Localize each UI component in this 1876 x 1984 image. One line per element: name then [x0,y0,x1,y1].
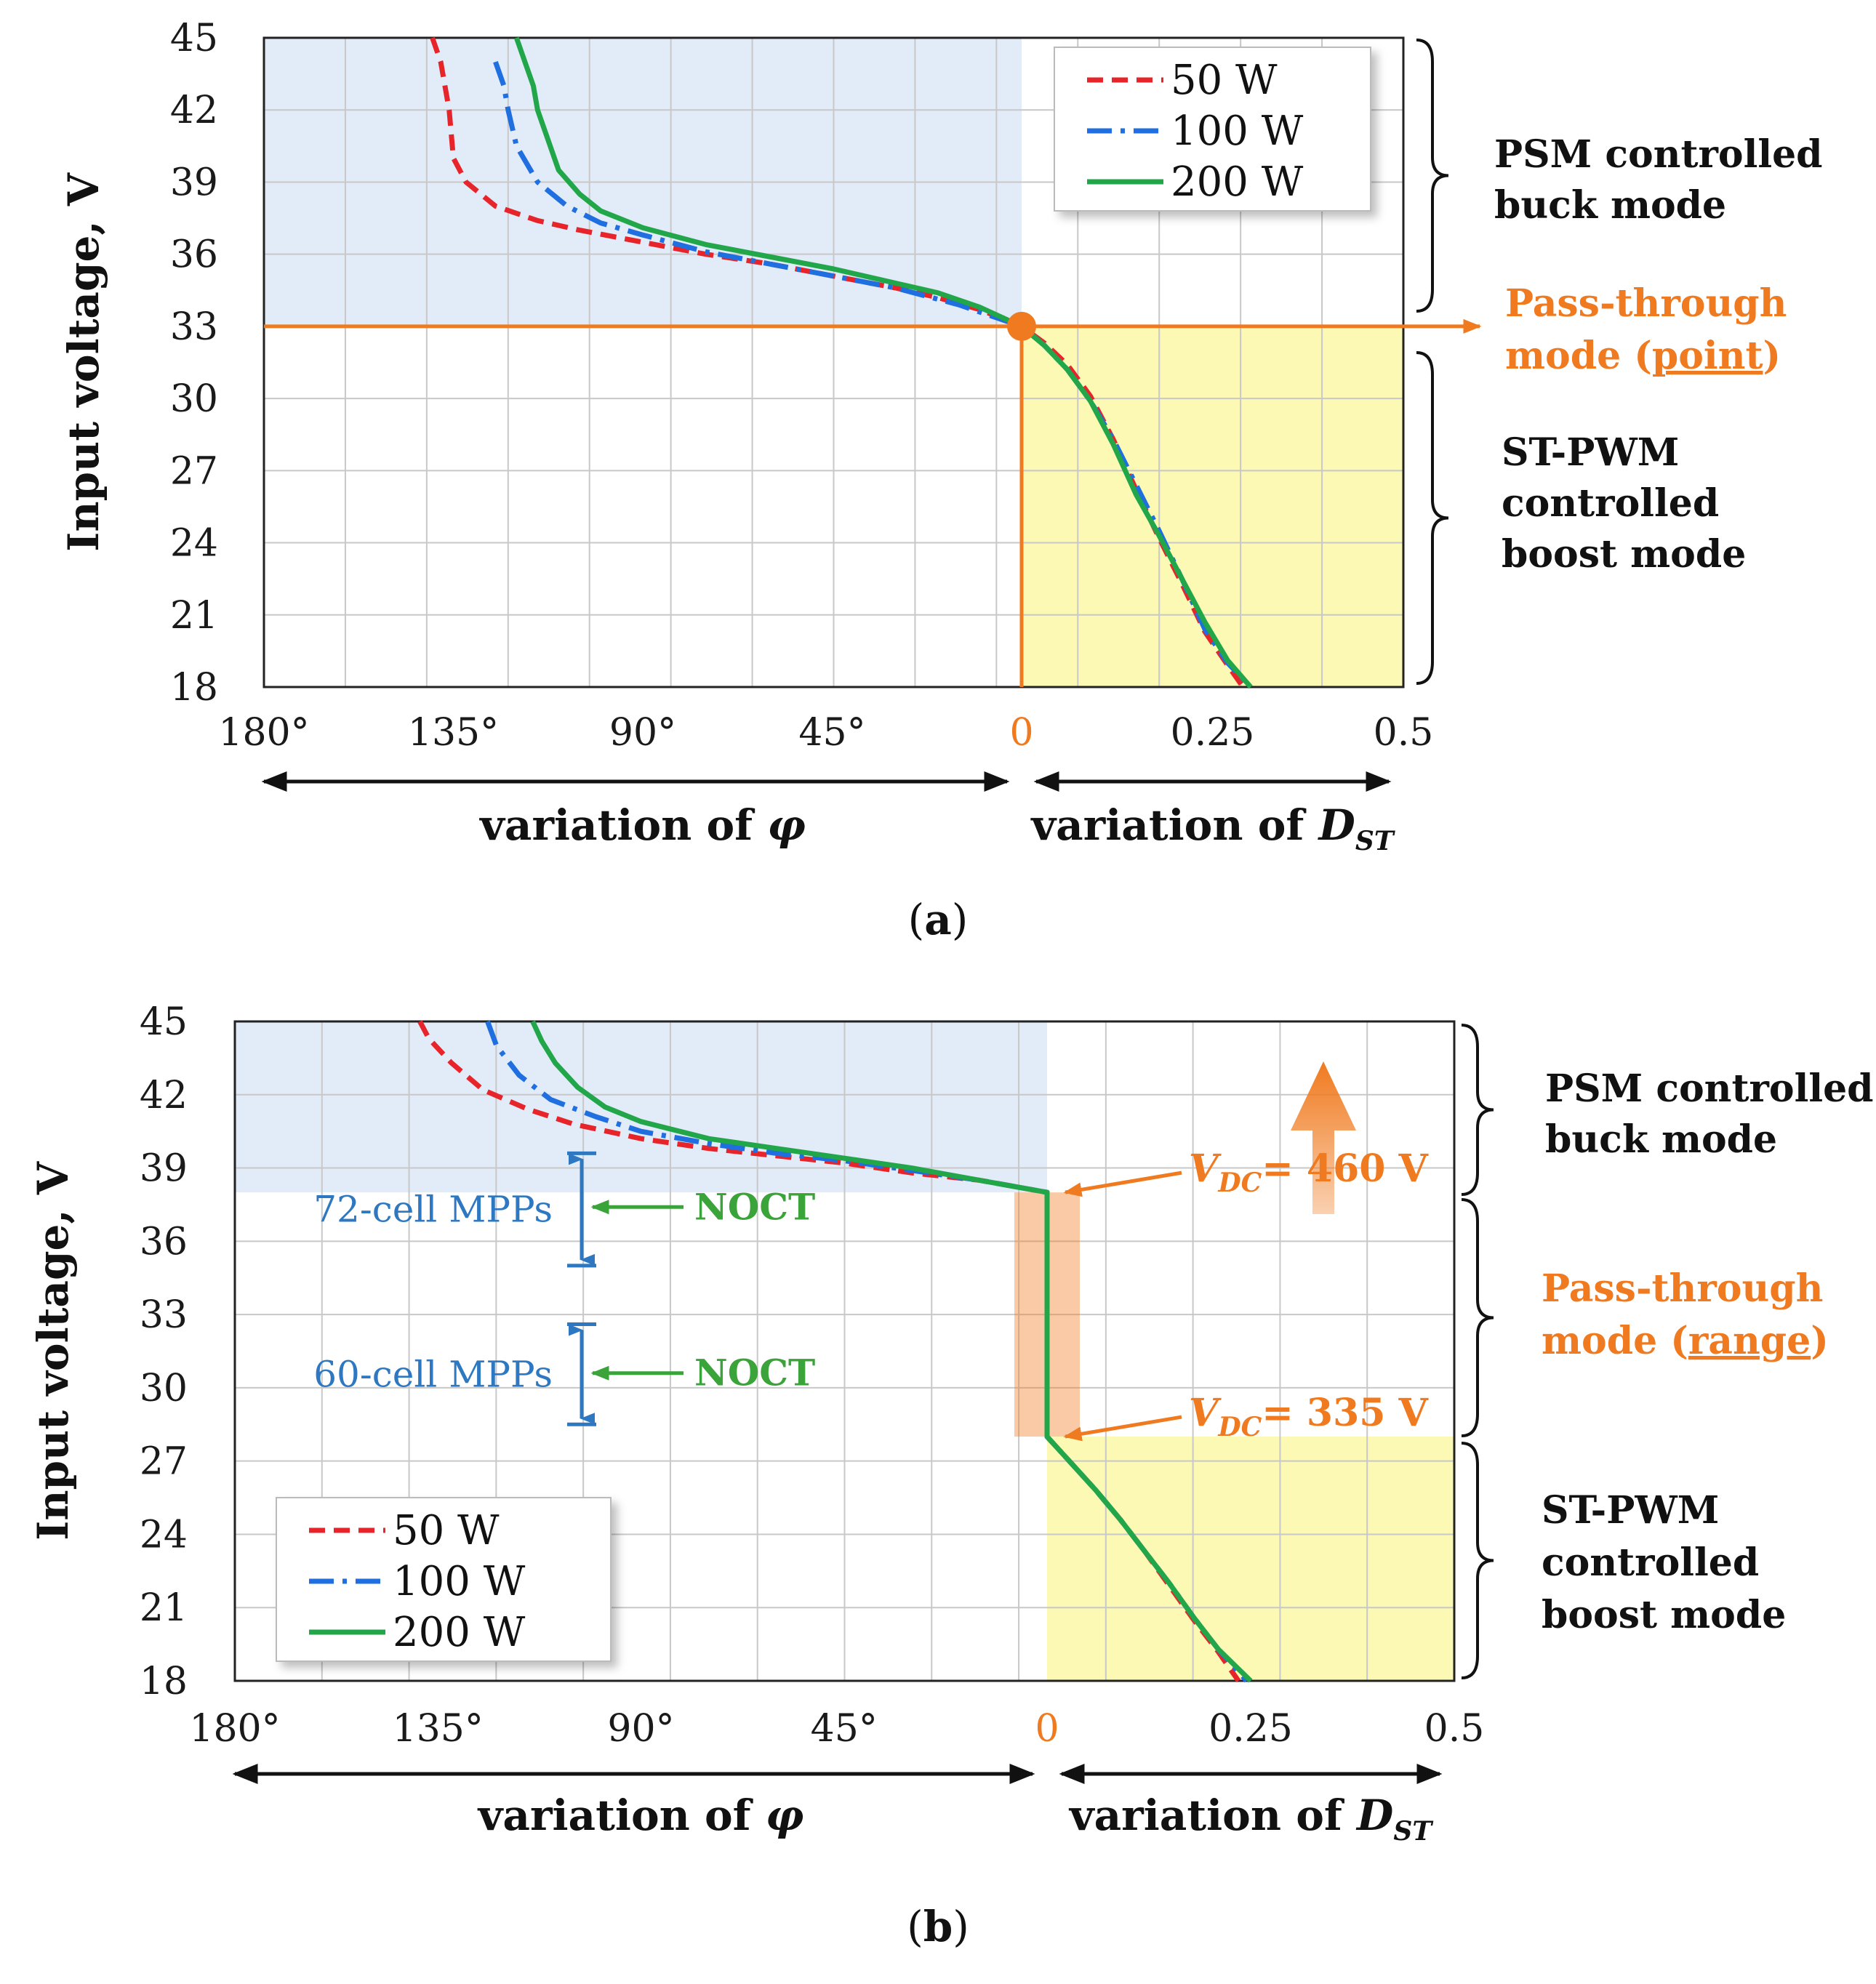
buck-region-fill [235,1021,1047,1193]
vdc-335-arrow [1063,1415,1182,1442]
y-tick-label: 39 [170,161,218,204]
x-axis-title-dst: variation of DST [1068,1791,1433,1847]
boost-brace [1416,351,1449,685]
x-tick-label-phi: 90° [607,1707,674,1751]
buck-mode-label: PSM controlled buck mode [1494,132,1823,228]
x-tick-label-phi: 45° [811,1707,878,1751]
boost-region-fill [1047,1437,1454,1681]
buck-brace [1461,1024,1494,1196]
y-tick-label: 24 [170,522,218,566]
pass-brace [1461,1198,1494,1437]
pass-through-label: Pass-through mode (point) [1505,281,1787,378]
x-tick-label-phi: 180° [218,711,309,755]
legend-label: 200 W [393,1609,526,1656]
y-tick-label: 42 [140,1074,188,1117]
vdc-335-label: VDC= 335 V [1189,1391,1430,1442]
legend-label: 100 W [1171,108,1304,155]
legend-label: 50 W [393,1507,500,1554]
y-tick-label: 42 [170,89,218,132]
mpp-72-cell-noct-label: NOCT [694,1185,815,1228]
y-tick-label: 36 [140,1220,188,1264]
panel-caption: (b) [907,1902,969,1951]
x-tick-label-zero: 0 [1009,711,1033,755]
x-tick-label-zero: 0 [1035,1707,1059,1751]
x-tick-label-phi: 135° [408,711,499,755]
vdc-460-arrow [1063,1170,1182,1197]
legend-label: 50 W [1171,57,1278,104]
y-tick-label: 24 [140,1513,188,1557]
mpp-72-cell-label: 72-cell MPPs [313,1189,553,1231]
y-tick-label: 45 [170,17,218,60]
panel-a: 45 42 39 36 33 30 27 24 21 18 Input voltage, V 180°… [59,17,1823,944]
pass-range-up-arrow [1291,1061,1356,1214]
x-tick-label-dst: 0.5 [1374,711,1434,755]
y-tick-label: 39 [140,1147,188,1191]
boost-mode-label: ST-PWM controlled boost mode [1542,1488,1786,1637]
legend-label: 200 W [1171,158,1304,206]
y-tick-label: 30 [140,1367,188,1410]
x-tick-label-phi: 180° [189,1707,280,1751]
y-tick-label: 33 [140,1293,188,1337]
mpp-60-cell-noct-label: NOCT [694,1352,815,1394]
x-axis-title-dst: variation of DST [1030,800,1395,856]
x-tick-label-phi: 90° [609,711,676,755]
x-tick-label-dst: 0.5 [1424,1707,1485,1751]
y-tick-label: 21 [170,594,218,638]
x-axis-title-phi: variation of φ [478,800,806,850]
x-tick-label-dst: 0.25 [1208,1707,1293,1751]
y-tick-label: 36 [170,233,218,277]
pass-through-label: Pass-through mode (range) [1542,1266,1829,1363]
boost-brace [1461,1442,1494,1679]
legend-label: 100 W [393,1558,526,1605]
x-tick-label-phi: 135° [393,1707,484,1751]
y-tick-label: 18 [140,1660,188,1703]
mpp-60-cell-label: 60-cell MPPs [313,1353,553,1395]
y-axis-title: Input voltage, V [59,172,108,552]
grid [264,38,1403,687]
y-axis-title: Input voltage, V [28,1161,78,1541]
y-tick-label: 18 [170,666,218,710]
panel-b: 45 42 39 36 33 30 27 24 21 18 Input voltage, V 180°… [28,1000,1874,1951]
series-line-200w [513,36,1253,689]
x-tick-label-dst: 0.25 [1171,711,1255,755]
y-tick-label: 21 [140,1586,188,1630]
y-tick-label: 27 [170,449,218,493]
buck-brace [1416,39,1449,313]
pass-through-point [1007,311,1036,341]
buck-mode-label: PSM controlled buck mode [1545,1067,1874,1162]
series-line-200w [530,1020,1253,1683]
vdc-460-label: VDC= 460 V [1189,1146,1430,1198]
x-axis-title-phi: variation of φ [477,1791,804,1840]
x-tick-label-phi: 45° [798,711,865,755]
y-tick-label: 33 [170,305,218,349]
y-tick-label: 45 [140,1000,188,1044]
y-tick-label: 27 [140,1440,188,1484]
boost-mode-label: ST-PWM controlled boost mode [1502,430,1746,577]
y-tick-label: 30 [170,377,218,421]
panel-caption: (a) [908,895,969,944]
plot-frame [233,1020,1456,1682]
plot-frame [262,36,1405,688]
